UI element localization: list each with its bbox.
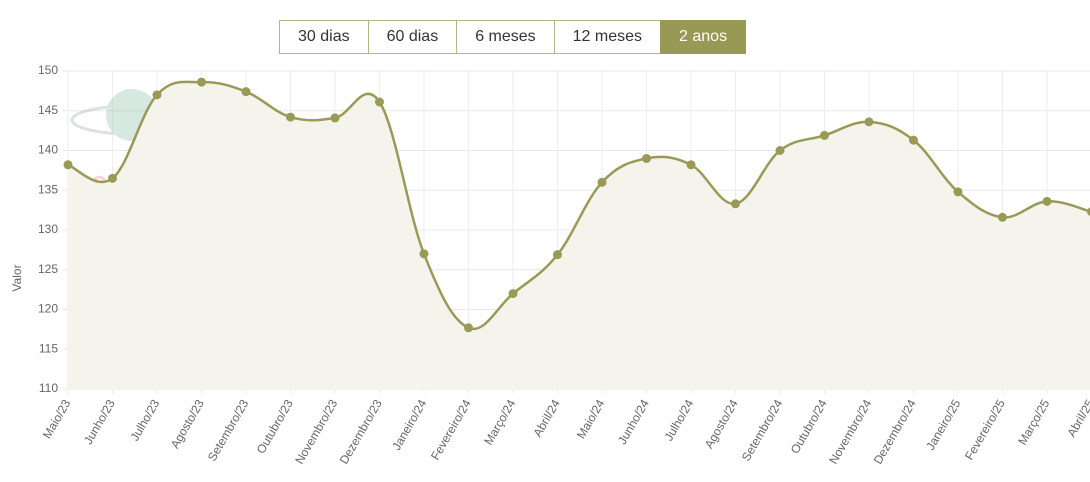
x-tick-label: Abril/24 [530, 397, 563, 440]
x-tick-label: Outubro/24 [788, 397, 830, 456]
point [1087, 207, 1090, 216]
y-tick-label: 115 [39, 341, 58, 355]
x-tick-label: Novembro/23 [292, 397, 340, 467]
x-tick-label: Julho/24 [662, 397, 697, 444]
point [375, 97, 384, 107]
point [909, 135, 918, 145]
point [1042, 196, 1052, 206]
point [998, 212, 1007, 222]
point [953, 187, 963, 197]
range-buttons: 30 dias 60 dias 6 meses 12 meses 2 anos [279, 20, 747, 54]
y-tick-label: 125 [38, 262, 58, 276]
point [108, 173, 117, 183]
point [286, 112, 295, 122]
x-tick-label: Julho/23 [128, 397, 163, 444]
point [419, 249, 429, 259]
area [68, 81, 1090, 389]
x-tick-label: Junho/23 [81, 397, 118, 447]
y-axis-label: Valor [10, 264, 24, 291]
y-tick-label: 140 [38, 143, 58, 157]
point [508, 289, 518, 299]
range-button[interactable]: 6 meses [456, 20, 555, 54]
point [597, 177, 607, 187]
y-tick-label: 110 [39, 381, 58, 395]
x-tick-label: Agosto/23 [168, 397, 207, 451]
x-tick-label: Fevereiro/25 [962, 397, 1008, 463]
point [330, 113, 340, 123]
point [63, 160, 73, 170]
point [152, 90, 162, 100]
x-tick-label: Abril/25 [1064, 397, 1090, 440]
point [820, 130, 829, 140]
x-tick-label: Maio/24 [574, 397, 608, 441]
y-tick-label: 150 [38, 63, 58, 77]
point [553, 250, 562, 260]
x-tick-label: Dezembro/24 [871, 397, 919, 467]
x-tick-label: Março/24 [481, 397, 518, 448]
x-tick-label: Outubro/23 [254, 397, 296, 456]
x-tick-label: Janeiro/25 [923, 397, 963, 453]
x-tick-label: Novembro/24 [826, 397, 874, 467]
point [686, 160, 696, 170]
x-tick-label: Junho/24 [615, 397, 652, 447]
x-tick-label: Setembro/23 [205, 397, 252, 464]
point [731, 199, 740, 209]
range-button[interactable]: 60 dias [367, 20, 458, 54]
x-tick-label: Setembro/24 [739, 397, 786, 464]
x-tick-label: Agosto/24 [702, 397, 741, 451]
point [464, 323, 473, 333]
y-tick-label: 135 [38, 182, 58, 196]
x-tick-label: Maio/23 [40, 397, 74, 441]
y-tick-label: 145 [38, 103, 58, 117]
x-tick-label: Fevereiro/24 [428, 397, 474, 463]
point [642, 153, 651, 163]
x-tick-label: Janeiro/24 [389, 397, 429, 453]
point [864, 117, 874, 127]
y-tick-label: 120 [38, 302, 58, 316]
point [775, 146, 785, 155]
point [241, 87, 251, 97]
range-button[interactable]: 12 meses [553, 20, 662, 54]
range-button[interactable]: 2 anos [660, 20, 747, 54]
x-tick-label: Dezembro/23 [337, 397, 385, 467]
x-tick-label: Março/25 [1015, 397, 1052, 448]
point [197, 77, 206, 87]
y-tick-label: 130 [38, 222, 58, 236]
range-button[interactable]: 30 dias [279, 20, 369, 54]
